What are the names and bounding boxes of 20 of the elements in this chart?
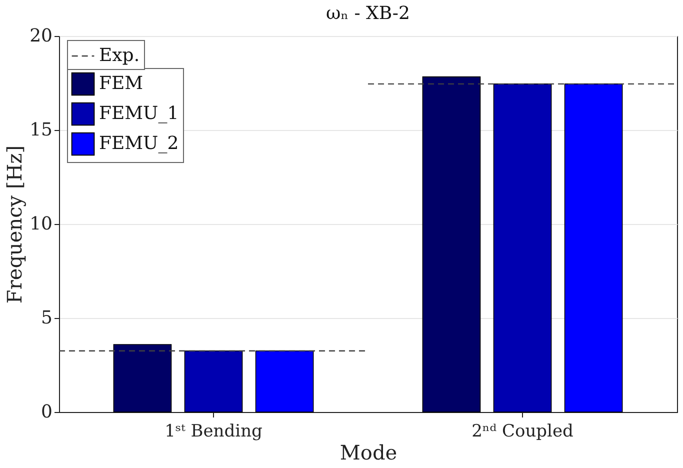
bar — [184, 350, 243, 412]
legend-label: FEMU_2 — [99, 133, 179, 154]
x-axis-title: Mode — [340, 440, 398, 464]
x-tick-label: 2ⁿᵈ Coupled — [472, 422, 574, 442]
y-tick-label: 10 — [30, 214, 52, 234]
y-tick-label: 0 — [41, 402, 52, 422]
y-tick-label: 20 — [30, 26, 52, 46]
bar — [113, 344, 172, 412]
legend-label: FEM — [99, 73, 144, 94]
bar — [255, 350, 314, 412]
bar — [493, 84, 552, 412]
legend-label: FEMU_1 — [99, 103, 179, 124]
bar — [564, 84, 623, 412]
y-axis-title: Frequency [Hz] — [2, 145, 27, 304]
x-tick-label: 1ˢᵗ Bending — [164, 422, 263, 442]
bar — [422, 76, 481, 412]
legend-label: Exp. — [99, 45, 140, 66]
y-tick-label: 15 — [30, 120, 52, 140]
chart-title: ωₙ - XB-2 — [326, 3, 410, 24]
y-tick-label: 5 — [41, 308, 52, 328]
